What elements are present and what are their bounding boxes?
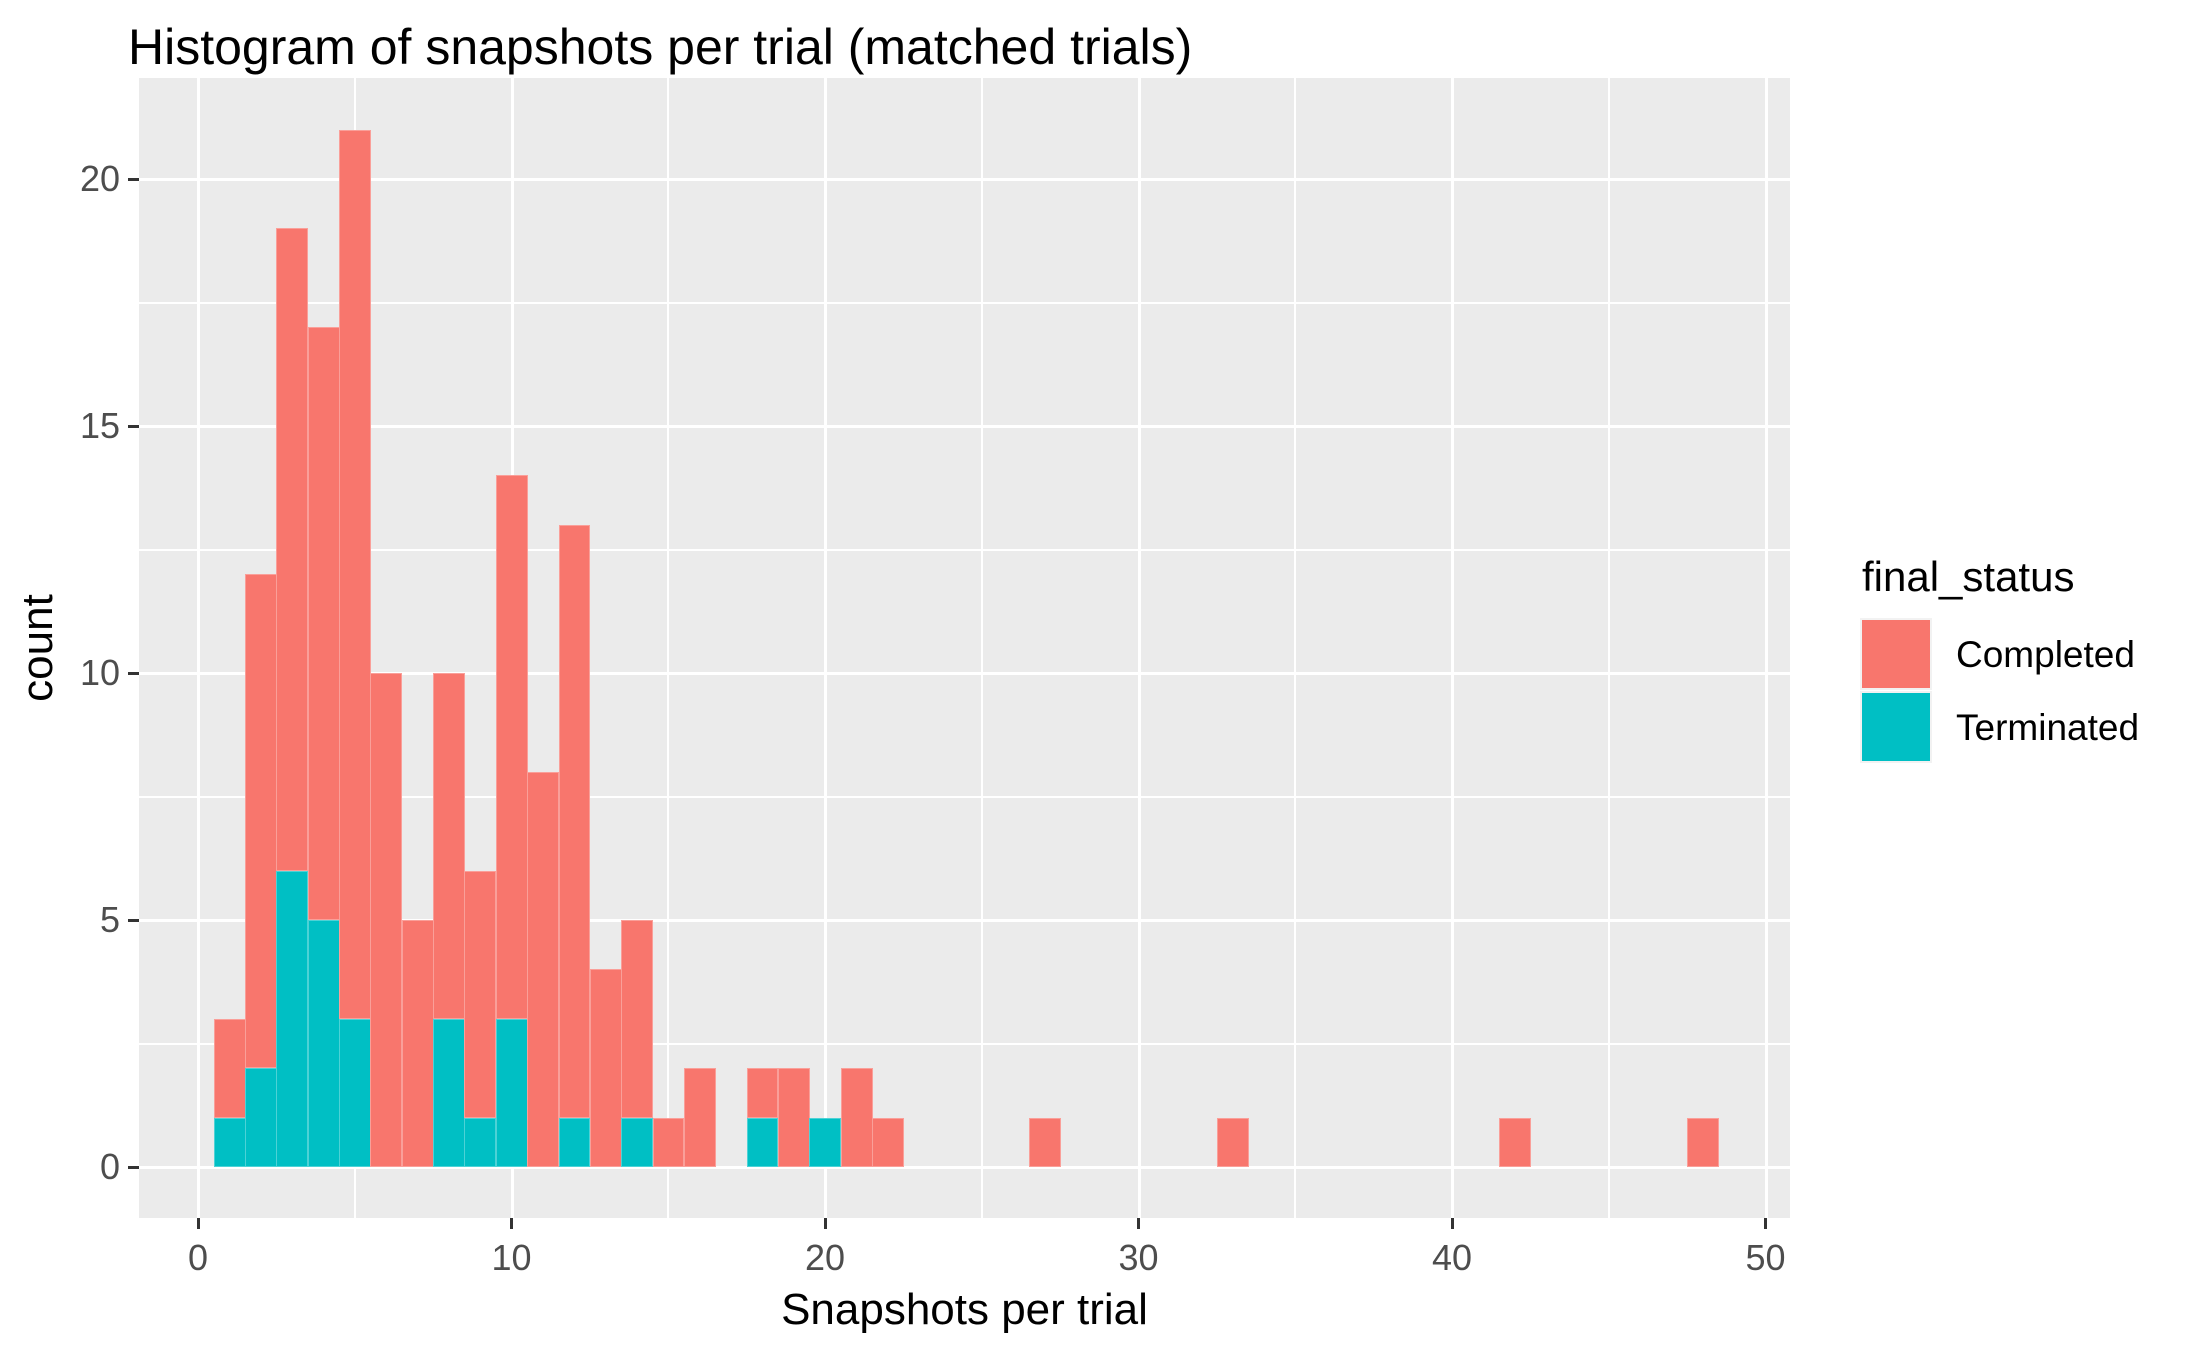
y-major-gridline xyxy=(139,178,1790,181)
bar-terminated xyxy=(213,1117,246,1167)
bar-completed xyxy=(589,969,622,1167)
bar-terminated xyxy=(746,1117,779,1167)
y-tick-mark xyxy=(128,671,139,675)
y-tick-label: 15 xyxy=(79,405,120,446)
bar-terminated xyxy=(245,1068,277,1167)
bar-completed xyxy=(1028,1117,1061,1167)
x-minor-gridline xyxy=(1607,78,1610,1218)
bar-completed xyxy=(1687,1117,1719,1167)
legend-key-terminated-swatch xyxy=(1860,691,1932,763)
y-tick-mark xyxy=(128,424,139,428)
x-tick-mark xyxy=(1137,1218,1140,1229)
legend-label-completed: Completed xyxy=(1956,634,2135,675)
legend-title: final_status xyxy=(1862,553,2075,600)
x-tick-mark xyxy=(1764,1218,1767,1229)
bar-completed xyxy=(1499,1117,1531,1167)
x-major-gridline xyxy=(1764,78,1768,1218)
x-tick-label: 0 xyxy=(187,1237,209,1278)
bar-terminated xyxy=(495,1018,528,1167)
legend-key-completed-swatch xyxy=(1860,618,1932,690)
bar-completed xyxy=(433,673,465,1019)
y-tick-mark xyxy=(128,177,139,181)
x-major-gridline xyxy=(1451,78,1454,1218)
bar-terminated xyxy=(621,1117,654,1167)
x-tick-label: 10 xyxy=(491,1237,532,1278)
x-tick-mark xyxy=(510,1218,513,1229)
y-tick-label: 5 xyxy=(99,899,120,940)
bar-terminated xyxy=(307,920,340,1167)
y-major-gridline xyxy=(139,919,1790,922)
legend-label-terminated: Terminated xyxy=(1956,707,2140,748)
chart-title: Histogram of snapshots per trial (matche… xyxy=(128,19,1193,75)
x-major-gridline xyxy=(1137,78,1141,1218)
bar-completed xyxy=(527,771,560,1167)
bar-terminated xyxy=(276,870,309,1167)
bar-completed xyxy=(464,870,497,1118)
x-minor-gridline xyxy=(980,78,983,1218)
x-major-gridline xyxy=(824,78,827,1218)
y-minor-gridline xyxy=(139,795,1790,798)
x-tick-label: 50 xyxy=(1745,1237,1786,1278)
bar-terminated xyxy=(339,1018,371,1167)
x-tick-label: 40 xyxy=(1431,1237,1473,1278)
y-minor-gridline xyxy=(139,1042,1790,1045)
bar-terminated xyxy=(464,1117,497,1167)
bar-completed xyxy=(245,574,277,1069)
y-minor-gridline xyxy=(139,548,1790,551)
bar-completed xyxy=(213,1018,246,1118)
x-tick-label: 30 xyxy=(1118,1237,1159,1278)
bar-completed xyxy=(840,1068,873,1167)
bar-completed xyxy=(558,524,591,1118)
bar-completed xyxy=(652,1117,685,1167)
x-tick-mark xyxy=(823,1218,827,1229)
y-major-gridline xyxy=(139,672,1790,675)
x-minor-gridline xyxy=(1294,78,1297,1218)
x-minor-gridline xyxy=(667,78,670,1218)
y-tick-label: 10 xyxy=(79,652,120,693)
bar-completed xyxy=(495,475,528,1019)
bar-completed xyxy=(339,129,371,1019)
x-tick-mark xyxy=(1450,1218,1454,1229)
y-axis-title: count xyxy=(13,594,62,702)
y-major-gridline xyxy=(139,1166,1790,1169)
x-major-gridline xyxy=(197,78,200,1218)
bar-completed xyxy=(621,920,654,1118)
plot-panel xyxy=(139,78,1790,1218)
y-tick-mark xyxy=(128,1165,139,1169)
x-tick-mark xyxy=(196,1218,200,1229)
bar-completed xyxy=(307,327,340,920)
bar-completed xyxy=(276,228,309,871)
y-major-gridline xyxy=(139,425,1790,428)
bar-completed xyxy=(683,1068,716,1167)
bar-completed xyxy=(370,673,403,1167)
x-tick-label: 20 xyxy=(804,1237,846,1278)
bar-completed xyxy=(1216,1117,1249,1167)
bar-completed xyxy=(777,1068,810,1167)
bar-completed xyxy=(401,920,434,1167)
y-tick-label: 20 xyxy=(79,158,120,199)
y-minor-gridline xyxy=(139,301,1790,304)
bar-completed xyxy=(872,1117,904,1167)
bar-terminated xyxy=(809,1117,842,1167)
x-axis-title: Snapshots per trial xyxy=(781,1285,1148,1334)
bar-terminated xyxy=(558,1117,591,1167)
bar-completed xyxy=(746,1068,779,1118)
y-tick-mark xyxy=(128,918,139,922)
bar-terminated xyxy=(433,1018,465,1167)
y-tick-label: 0 xyxy=(99,1146,120,1187)
